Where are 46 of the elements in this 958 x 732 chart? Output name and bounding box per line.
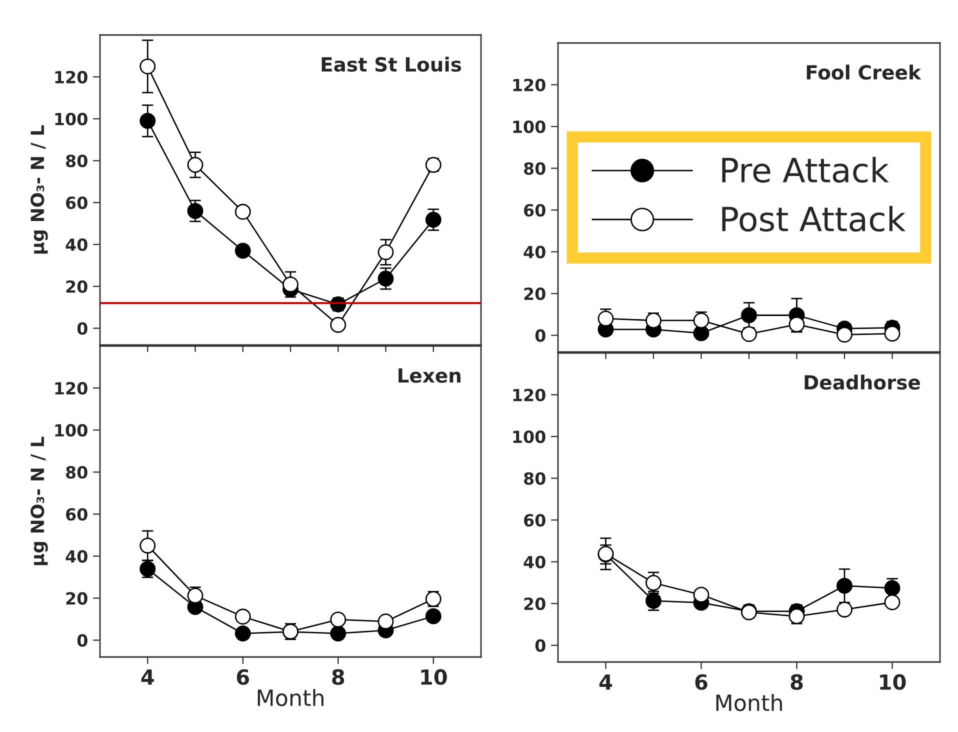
y-tick-label: 0	[535, 329, 546, 342]
legend-label: Post Attack	[722, 206, 906, 232]
y-tick-label: 20	[524, 598, 546, 610]
text: Lexen	[398, 368, 460, 383]
y-tick-label: 20	[66, 592, 88, 605]
y-tick-label: 80	[66, 466, 88, 479]
x-tick-label: 10	[880, 674, 906, 690]
y-axis-title: µg NO₃- N / L	[30, 125, 48, 254]
y-tick-label: 40	[524, 246, 546, 258]
y-tick-label: 120	[513, 388, 546, 402]
x-tick-label: 8	[790, 674, 803, 690]
y-tick-label: 80	[66, 154, 88, 168]
text: East St Louis	[322, 56, 462, 72]
y-tick-label: 40	[524, 556, 546, 568]
y-tick-label: 100	[513, 120, 546, 134]
y-tick-label: 20	[524, 288, 546, 300]
y-tick-label: 40	[66, 550, 88, 563]
y-tick-label: 80	[524, 162, 546, 175]
y-tick-label: 100	[55, 424, 88, 437]
y-axis-title: µg NO₃- N / L	[30, 436, 48, 566]
y-tick-label: 60	[66, 508, 88, 521]
y-tick-label: 100	[513, 430, 546, 444]
y-tick-label: 0	[77, 634, 88, 647]
y-tick-label: 0	[535, 639, 546, 652]
y-tick-label: 60	[524, 514, 546, 527]
y-tick-label: 20	[66, 280, 88, 293]
y-tick-label: 0	[77, 322, 88, 335]
legend-label: Pre Attack	[722, 156, 889, 183]
x-tick-label: 10	[421, 669, 447, 685]
y-tick-label: 80	[524, 472, 546, 485]
x-tick-label: 6	[695, 674, 708, 690]
x-tick-label: 4	[141, 669, 154, 685]
y-tick-label: 40	[66, 238, 88, 252]
y-tick-label: 120	[55, 382, 88, 395]
x-tick-label: 4	[599, 674, 612, 690]
text: Fool Creek	[806, 64, 922, 80]
y-tick-label: 120	[55, 70, 88, 84]
text: Deadhorse	[804, 374, 920, 390]
y-tick-label: 120	[513, 78, 546, 92]
y-tick-label: 60	[66, 196, 88, 210]
y-tick-label: 100	[55, 112, 88, 126]
x-tick-label: 6	[236, 669, 250, 685]
x-axis-title: Month	[258, 688, 324, 706]
y-tick-label: 60	[524, 204, 546, 217]
x-axis-title: Month	[716, 694, 782, 712]
x-tick-label: 8	[332, 669, 344, 685]
